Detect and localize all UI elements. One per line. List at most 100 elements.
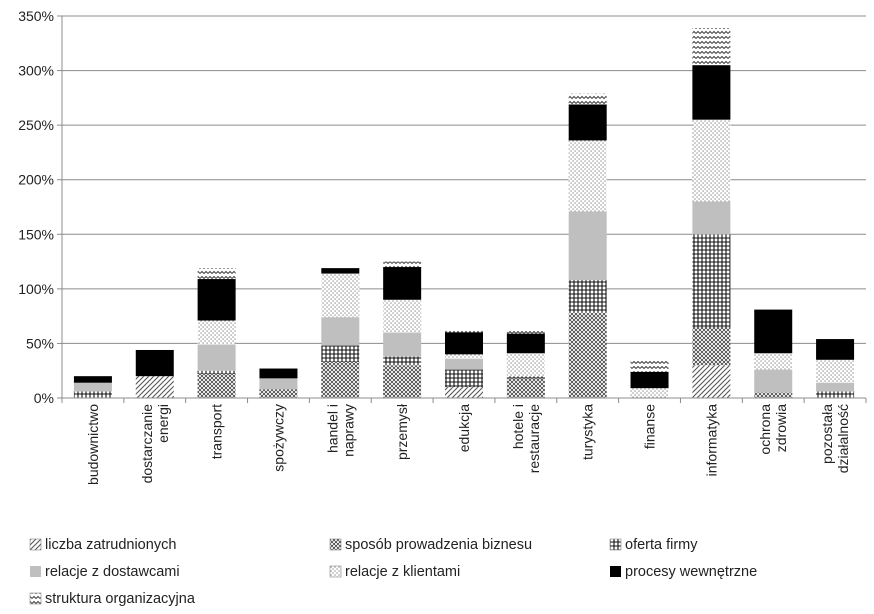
x-category-label: naprawy bbox=[340, 404, 356, 457]
y-tick-label: 200% bbox=[18, 172, 54, 188]
x-category-label: restauracje bbox=[526, 404, 542, 473]
bar-segment bbox=[321, 273, 360, 318]
legend-swatch bbox=[30, 566, 41, 577]
bar-segment bbox=[692, 327, 731, 366]
x-category-label: informatyka bbox=[703, 404, 719, 477]
x-category-label: energi bbox=[155, 404, 171, 443]
legend-swatch bbox=[609, 538, 622, 551]
bar-segment bbox=[259, 368, 298, 379]
bar-segment bbox=[568, 312, 607, 398]
bar-segment bbox=[692, 365, 731, 398]
bar-segment bbox=[692, 28, 731, 66]
bar-segment bbox=[445, 387, 483, 398]
x-category-label: spożywczy bbox=[270, 404, 286, 472]
legend-item: sposób prowadzenia biznesu bbox=[329, 537, 532, 553]
bar-segment bbox=[383, 332, 422, 357]
bar-segment bbox=[197, 373, 236, 398]
legend-swatch bbox=[329, 565, 342, 578]
bar-segment bbox=[73, 382, 112, 392]
bar-stack bbox=[692, 28, 731, 398]
bar-segment bbox=[445, 354, 483, 359]
y-tick-label: 150% bbox=[18, 226, 54, 242]
bar-segment bbox=[630, 371, 669, 389]
x-category-label: transport bbox=[209, 404, 225, 459]
bar-segment bbox=[321, 345, 360, 362]
legend-swatch bbox=[29, 592, 42, 605]
bar-segment bbox=[816, 359, 855, 383]
bar-segment bbox=[445, 332, 483, 355]
bar-segment bbox=[816, 382, 855, 392]
bar-segment bbox=[135, 349, 174, 377]
bar-segment bbox=[506, 353, 545, 377]
bar-segment bbox=[816, 339, 855, 360]
legend-label: relacje z dostawcami bbox=[45, 564, 180, 580]
bar-segment bbox=[135, 376, 174, 398]
bar-stack bbox=[135, 349, 174, 398]
bar-stack bbox=[259, 368, 298, 398]
bar-segment bbox=[568, 104, 607, 141]
bar-segment bbox=[692, 119, 731, 202]
bar-segment bbox=[816, 391, 855, 398]
bar-segment bbox=[197, 344, 236, 371]
bar-segment bbox=[383, 261, 422, 268]
bar-segment bbox=[506, 333, 545, 354]
bar-stack bbox=[445, 330, 483, 398]
bar-segment bbox=[506, 378, 545, 398]
bar-segment bbox=[383, 365, 422, 398]
bar-stack bbox=[816, 339, 855, 398]
y-tick-label: 100% bbox=[18, 281, 54, 297]
bar-segment bbox=[321, 268, 360, 274]
x-category-label: edukcja bbox=[456, 404, 472, 452]
x-category-label: działalność bbox=[835, 404, 851, 473]
bar-segment bbox=[630, 388, 669, 398]
bar-segment bbox=[73, 391, 112, 398]
legend: liczba zatrudnionych sposób prowadzenia b… bbox=[29, 537, 757, 607]
bar-segment bbox=[692, 234, 731, 328]
x-category-label: turystyka bbox=[580, 404, 596, 460]
bar-segment bbox=[445, 369, 483, 388]
legend-label: sposób prowadzenia biznesu bbox=[345, 537, 532, 553]
bar-segment bbox=[197, 320, 236, 345]
y-tick-label: 50% bbox=[26, 335, 54, 351]
legend-label: relacje z klientami bbox=[345, 564, 460, 580]
bar-segment bbox=[259, 378, 298, 390]
bar-segment bbox=[692, 65, 731, 120]
bar-segment bbox=[506, 330, 545, 334]
legend-label: struktura organizacyjna bbox=[45, 591, 196, 607]
bar-stack bbox=[197, 268, 236, 398]
legend-swatch bbox=[329, 538, 342, 551]
bar-segment bbox=[568, 280, 607, 313]
gridlines bbox=[62, 15, 866, 344]
x-category-label: zdrowia bbox=[773, 404, 789, 452]
bar-segment bbox=[568, 211, 607, 281]
x-category-label: przemysł bbox=[394, 403, 410, 460]
legend-item: relacje z dostawcami bbox=[30, 564, 180, 580]
bar-segment bbox=[197, 268, 236, 280]
bar-segment bbox=[568, 93, 607, 105]
legend-item: struktura organizacyjna bbox=[29, 591, 196, 607]
x-category-label: pozostała bbox=[819, 404, 835, 464]
x-category-label: finanse bbox=[642, 404, 658, 449]
bar-segment bbox=[383, 356, 422, 366]
bar-segment bbox=[259, 389, 298, 398]
bar-segment bbox=[754, 369, 793, 393]
bar-stack bbox=[568, 93, 607, 398]
bar-segment bbox=[445, 358, 483, 370]
x-category-label: dostarczanie bbox=[139, 404, 155, 484]
x-category-label: budownictwo bbox=[85, 404, 101, 485]
bar-stack bbox=[506, 330, 545, 398]
y-tick-label: 250% bbox=[18, 117, 54, 133]
bar-segment bbox=[506, 376, 545, 379]
bar-stack bbox=[630, 360, 669, 398]
bar-stack bbox=[383, 261, 422, 398]
legend-item: relacje z klientami bbox=[329, 564, 460, 580]
bar-segment bbox=[321, 361, 360, 398]
bar-segment bbox=[321, 317, 360, 346]
bar-segment bbox=[383, 267, 422, 300]
bars bbox=[73, 28, 855, 398]
legend-item: procesy wewnętrzne bbox=[610, 564, 757, 580]
y-axis-ticks: 0% 50% 100% 150% 200% 250% 300% 350% bbox=[18, 8, 62, 406]
legend-swatch bbox=[29, 538, 42, 551]
x-category-label: handel i bbox=[324, 404, 340, 453]
legend-item: liczba zatrudnionych bbox=[29, 537, 176, 553]
